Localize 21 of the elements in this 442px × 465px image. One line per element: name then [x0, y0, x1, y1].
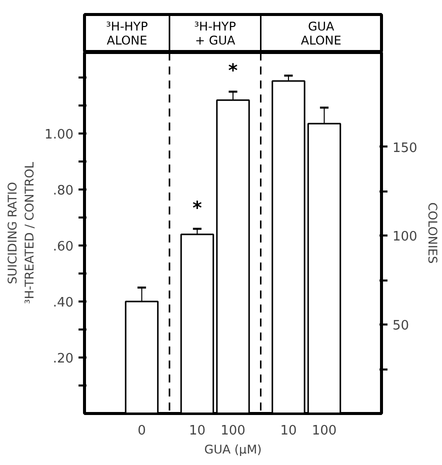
- data-label: *: [192, 198, 203, 219]
- text: ³H-HYP + GUA: [194, 20, 236, 48]
- y-tick-label: 1.00: [44, 128, 74, 143]
- x-tick-label: 10: [188, 424, 206, 438]
- x-tick-label: 0: [138, 424, 146, 438]
- y2-tick-label: 150: [392, 140, 418, 156]
- data-label: *: [228, 60, 238, 82]
- y-tick-label: .40: [52, 296, 74, 311]
- text: ³H-HYP ALONE: [106, 20, 148, 48]
- y-tick-label: .80: [52, 184, 74, 199]
- y-tick-label: .20: [52, 352, 74, 367]
- x-tick-label: 100: [312, 424, 337, 438]
- y-tick-label: .60: [52, 240, 74, 255]
- x-axis-title: GUA (μM): [204, 442, 262, 456]
- text: GUA ALONE: [300, 20, 342, 48]
- y2-tick-label: 50: [392, 318, 410, 334]
- x-tick-label: 100: [220, 424, 246, 438]
- y2-tick-label: 100: [392, 230, 418, 245]
- y-axis-title: SUICIDING RATIO ³H-TREATED / CONTROL: [6, 162, 37, 304]
- y2-axis-title: COLONIES: [425, 202, 440, 264]
- x-tick-label: 10: [280, 424, 297, 438]
